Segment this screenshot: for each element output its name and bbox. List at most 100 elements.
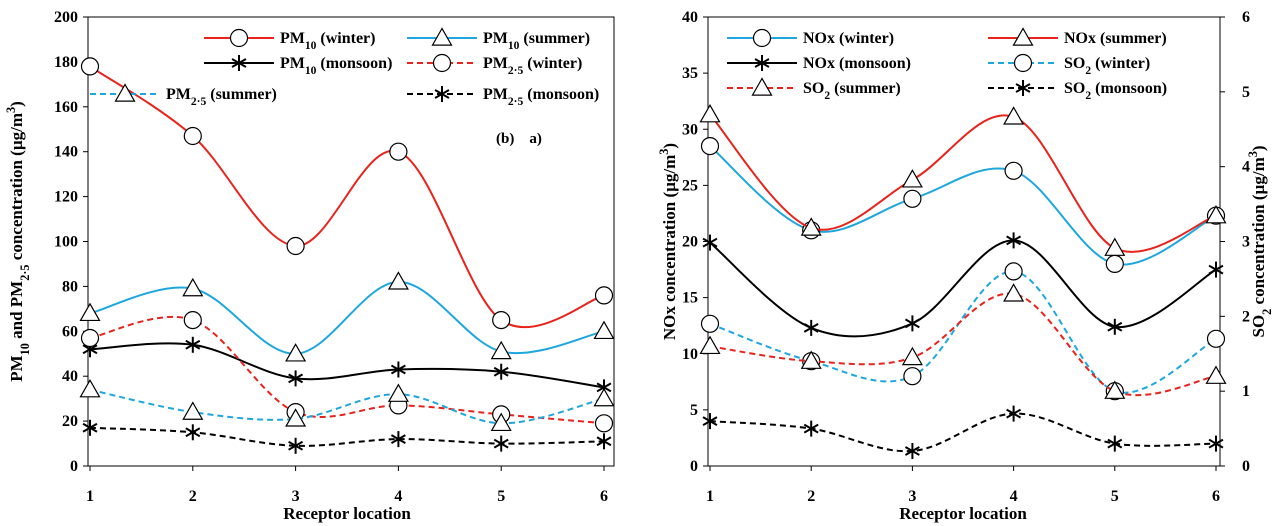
legend-label: PM2·5 (summer): [166, 86, 277, 108]
data-point: [490, 340, 512, 360]
legend-label: PM2·5 (monsoon): [483, 86, 599, 108]
x-tick-label: 4: [394, 488, 402, 505]
script-part: 2·5: [508, 65, 524, 77]
legend-marker: [229, 28, 249, 48]
series-pm10-summer-: [79, 271, 615, 362]
y-axis-title: NOx concentration (µg/m3): [657, 143, 679, 340]
data-point: [1004, 161, 1023, 180]
data-point: [288, 437, 304, 454]
data-point: [492, 311, 511, 330]
data-point: [1105, 254, 1124, 273]
data-point: [285, 343, 307, 362]
data-point: [82, 419, 98, 436]
legend-label: NOx (summer): [1064, 30, 1167, 47]
y-tick-label: 60: [62, 323, 78, 340]
text-part: PM: [7, 355, 26, 381]
script-part: 2: [824, 90, 830, 102]
series-line: [709, 412, 1217, 453]
marker-stroke: [82, 422, 98, 433]
data-point: [1104, 380, 1126, 399]
marker-stroke: [596, 436, 612, 447]
marker-stroke: [904, 318, 920, 329]
script-part: 3: [1246, 151, 1260, 157]
text-part: (summer): [519, 30, 590, 47]
marker-stroke: [1107, 321, 1123, 332]
data-point: [79, 378, 101, 398]
text-part: PM: [483, 86, 508, 103]
series-so2-summer-: [699, 283, 1227, 399]
data-point: [288, 370, 304, 387]
text-part: SO: [1064, 55, 1085, 72]
y-tick-label: 15: [682, 290, 698, 307]
data-point: [594, 286, 614, 305]
data-point: [803, 420, 819, 437]
script-part: 10: [18, 343, 32, 355]
text-part: and PM: [7, 281, 26, 343]
legend-marker: [752, 28, 772, 48]
y-tick-label: 25: [682, 177, 698, 194]
script-part: 2: [1085, 65, 1091, 77]
marker-stroke: [231, 58, 247, 68]
y-tick-label: 5: [690, 402, 698, 419]
data-point: [700, 137, 720, 156]
text-part: concentration (µg/m: [1249, 157, 1268, 308]
series-pm10-monsoon-: [82, 336, 612, 396]
series-line: [89, 315, 605, 425]
data-point: [80, 57, 100, 76]
data-point: [286, 236, 305, 256]
text-part: NOx (winter): [803, 30, 894, 47]
data-point: [79, 302, 101, 322]
legend-label: PM10 (winter): [280, 30, 375, 52]
x-tick-label: 4: [1010, 488, 1018, 505]
text-part: ): [7, 101, 26, 107]
data-point: [904, 315, 920, 332]
x-tick-label: 6: [600, 488, 608, 505]
series-so2-winter-: [700, 262, 1226, 401]
marker-stroke: [493, 366, 509, 377]
x-axis-title: Receptor location: [283, 504, 411, 523]
legend-entry: PM10 (summer): [407, 27, 590, 52]
legend-entry: SO2 (monsoon): [988, 80, 1167, 102]
data-point: [1006, 232, 1022, 249]
series-nox-summer-: [699, 103, 1227, 256]
data-point: [387, 383, 409, 402]
text-part: PM: [483, 30, 508, 47]
data-point: [593, 387, 615, 407]
marker-stroke: [390, 364, 406, 375]
legend-entry: PM2·5 (monsoon): [407, 86, 599, 108]
series-so2-monsoon-: [702, 405, 1224, 459]
marker-stroke: [596, 382, 612, 393]
y-tick-label: 20: [62, 413, 78, 430]
data-point: [702, 413, 718, 430]
marker-stroke: [803, 323, 819, 333]
script-part: 10: [305, 65, 317, 77]
x-tick-label: 5: [1111, 488, 1119, 505]
text-part: concentration (µg/m: [7, 113, 26, 264]
legend-marker: [114, 83, 136, 102]
data-point: [1006, 405, 1022, 422]
text-part: PM: [280, 55, 305, 72]
marker-stroke: [702, 416, 718, 426]
series-line: [89, 426, 605, 447]
data-point: [904, 443, 920, 459]
legend-marker: [751, 77, 773, 96]
x-tick-label: 6: [1212, 488, 1220, 505]
text-part: SO: [1064, 80, 1085, 97]
text-part: PM: [280, 30, 305, 47]
series-line: [709, 270, 1217, 394]
marker-stroke: [1015, 83, 1031, 93]
y-tick-label: 80: [62, 278, 78, 295]
y2-axis-title: SO2 concentration (µg/m3): [1246, 145, 1274, 337]
legend-label: SO2 (monsoon): [1064, 80, 1167, 102]
data-point: [594, 414, 614, 433]
marker-stroke: [434, 89, 450, 99]
y2-tick-label: 0: [1242, 458, 1250, 475]
marker-stroke: [288, 440, 304, 451]
legend-entry: SO2 (winter): [988, 53, 1150, 77]
x-tick-label: 1: [706, 488, 714, 505]
legend-label: SO2 (summer): [803, 80, 901, 102]
legend-label: PM2·5 (winter): [483, 55, 582, 77]
marker-stroke: [1006, 408, 1022, 419]
